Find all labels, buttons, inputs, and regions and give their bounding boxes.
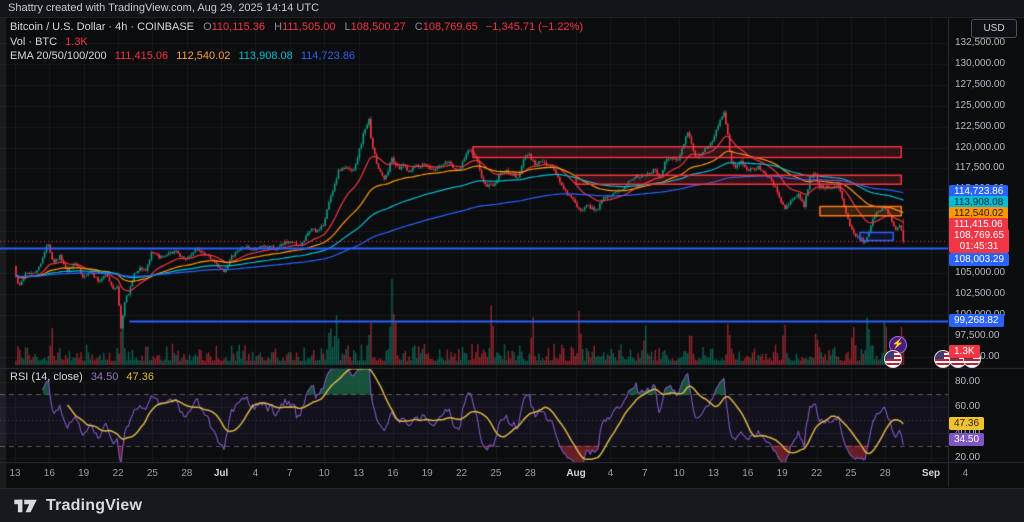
change-value: −1,345.71 (−1.22%) <box>485 21 584 33</box>
ema50-value: 112,540.02 <box>176 50 231 62</box>
price-tick-label: 132,500.00 <box>955 37 1006 48</box>
open-label: O <box>203 21 212 33</box>
ema200-value: 114,723.86 <box>300 50 356 62</box>
time-tick-label: 4 <box>607 468 614 479</box>
symbol-title: Bitcoin / U.S. Dollar · 4h · COINBASE <box>10 21 194 33</box>
axis-badge: 34.50 <box>949 433 985 447</box>
price-tick-label: 105,000.00 <box>955 267 1006 278</box>
high-label: H <box>274 21 283 33</box>
price-tick-label: 100,000.00 <box>955 309 1005 320</box>
ema-label: EMA 20/50/100/200 <box>10 50 107 62</box>
time-tick-label: 4 <box>252 468 259 479</box>
time-tick-label: Sep <box>921 468 941 479</box>
watermark-text: Shattry created with TradingView.com, Au… <box>8 2 320 14</box>
symbol-legend-row: Bitcoin / U.S. Dollar · 4h · COINBASE O1… <box>10 21 583 33</box>
close-value: 108,769.65 <box>422 21 478 33</box>
time-tick-label: 28 <box>181 468 193 479</box>
tradingview-wordmark[interactable]: TradingView <box>46 497 143 514</box>
low-label: L <box>344 21 351 33</box>
us-economic-event-icon[interactable] <box>884 350 902 368</box>
price-tick-label: 125,000.00 <box>955 99 1006 111</box>
time-tick-label: 4 <box>962 468 969 479</box>
rsi-label: RSI (14, close) <box>10 371 83 383</box>
tradingview-logo-icon[interactable] <box>14 497 38 515</box>
axis-badge: 113,908.08 <box>949 196 1009 210</box>
time-tick-label: 19 <box>421 468 433 479</box>
axis-badge: 47.36 <box>949 416 985 430</box>
price-tick-label: 120,000.00 <box>955 141 1006 153</box>
footer-bar: TradingView <box>0 488 1024 522</box>
open-value: 110,115.36 <box>211 21 266 33</box>
time-tick-label: 7 <box>287 468 293 479</box>
time-tick-label: 19 <box>78 468 90 479</box>
ema100-value: 113,908.08 <box>238 50 293 62</box>
currency-button[interactable]: USD <box>971 19 1017 38</box>
rsi-tick-label: 60.00 <box>955 401 981 413</box>
rsi-legend-row: RSI (14, close) 34.50 47.36 <box>10 371 154 383</box>
volume-value: 1.3K <box>65 36 88 48</box>
axis-badge: 99,268.82 <box>949 314 1004 328</box>
time-tick-label: 25 <box>146 468 158 479</box>
time-tick-label: 25 <box>490 468 502 479</box>
volume-label: Vol · BTC <box>10 36 58 48</box>
time-tick-label: 22 <box>810 468 823 479</box>
axis-badge: 108,003.29 <box>949 253 1010 267</box>
price-tick-label: 127,500.00 <box>955 78 1006 90</box>
ema20-value: 111,415.06 <box>114 50 169 62</box>
rsi-tick-label: 20.00 <box>955 452 981 464</box>
axis-badge: 111,415.06 <box>949 218 1008 232</box>
time-tick-label: 28 <box>879 468 891 479</box>
time-tick-label: 13 <box>707 468 719 479</box>
high-value: 111,505.00 <box>282 21 336 33</box>
current-price-badge: 108,769.65 01:45:31 <box>949 229 1010 254</box>
time-tick-label: 13 <box>352 468 365 479</box>
volume-legend-row: Vol · BTC 1.3K <box>10 36 88 48</box>
time-tick-label: 16 <box>43 468 55 479</box>
time-tick-label: 16 <box>387 468 399 479</box>
rsi-ma-value: 47.36 <box>126 371 154 383</box>
time-tick-label: Aug <box>566 468 586 479</box>
time-tick-label: 10 <box>318 468 330 479</box>
price-tick-label: 130,000.00 <box>955 57 1006 69</box>
time-tick-label: Jul <box>213 468 229 479</box>
axis-badge: 1.3K <box>949 344 980 358</box>
time-tick-label: 13 <box>9 468 21 479</box>
price-tick-label: 102,500.00 <box>955 287 1006 299</box>
rsi-tick-label: 80.00 <box>955 375 981 387</box>
time-tick-label: 7 <box>641 468 648 479</box>
time-tick-label: 25 <box>845 468 857 479</box>
price-tick-label: 97,500.00 <box>955 329 1000 341</box>
rsi-value: 34.50 <box>90 371 119 383</box>
price-tick-label: 117,500.00 <box>955 162 1005 174</box>
ema-legend-row: EMA 20/50/100/200 111,415.06 112,540.02 … <box>10 50 355 62</box>
time-tick-label: 22 <box>112 468 124 479</box>
price-chart-canvas[interactable] <box>0 0 1024 488</box>
watermark-bar <box>0 0 1024 18</box>
price-tick-label: 122,500.00 <box>955 120 1006 132</box>
time-tick-label: 22 <box>455 468 468 479</box>
time-tick-label: 28 <box>524 468 536 479</box>
time-tick-label: 10 <box>673 468 685 479</box>
time-tick-label: 19 <box>776 468 788 479</box>
time-tick-label: 16 <box>742 468 754 479</box>
axis-badge: 114,723.86 <box>949 185 1009 199</box>
axis-badge: 112,540.02 <box>949 207 1009 221</box>
close-label: C <box>414 21 423 33</box>
low-value: 108,500.27 <box>350 21 406 33</box>
rsi-tick-label: 40.00 <box>955 426 981 438</box>
